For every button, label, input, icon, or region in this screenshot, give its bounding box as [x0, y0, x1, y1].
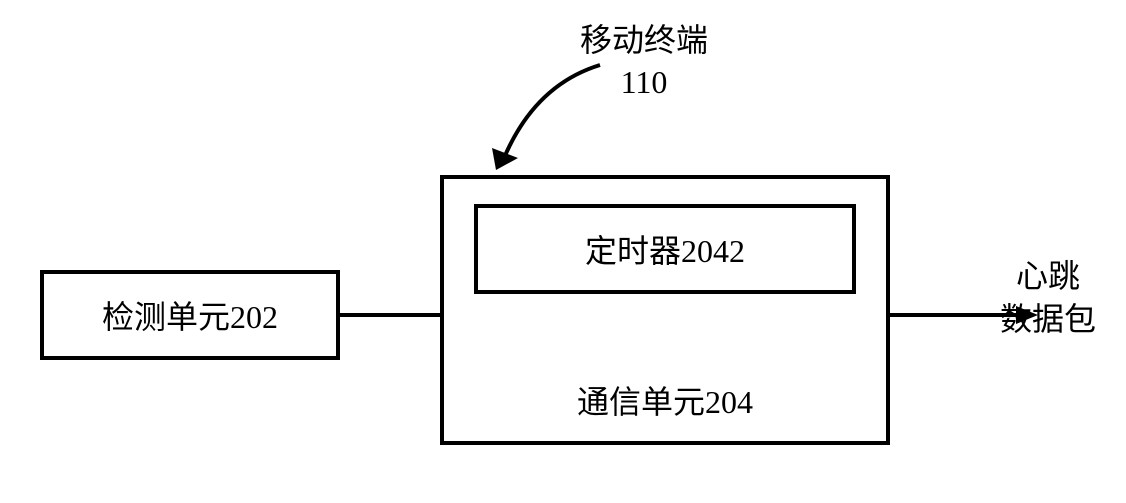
title-arrow	[480, 50, 620, 180]
node-detect-label: 检测单元202	[102, 292, 278, 338]
node-comm-label: 通信单元204	[444, 377, 886, 423]
output-line-1: 心跳	[1000, 255, 1096, 298]
node-comm-unit: 定时器2042 通信单元204	[440, 175, 890, 445]
node-timer: 定时器2042	[474, 204, 856, 294]
output-label: 心跳 数据包	[1000, 255, 1096, 341]
diagram-canvas: 移动终端 110 检测单元202 定时器2042 通信单元204 心跳 数据包	[0, 0, 1126, 503]
edge-detect-to-comm	[340, 313, 440, 317]
node-timer-label: 定时器2042	[585, 226, 745, 272]
node-detect-unit: 检测单元202	[40, 270, 340, 360]
output-line-2: 数据包	[1000, 298, 1096, 341]
